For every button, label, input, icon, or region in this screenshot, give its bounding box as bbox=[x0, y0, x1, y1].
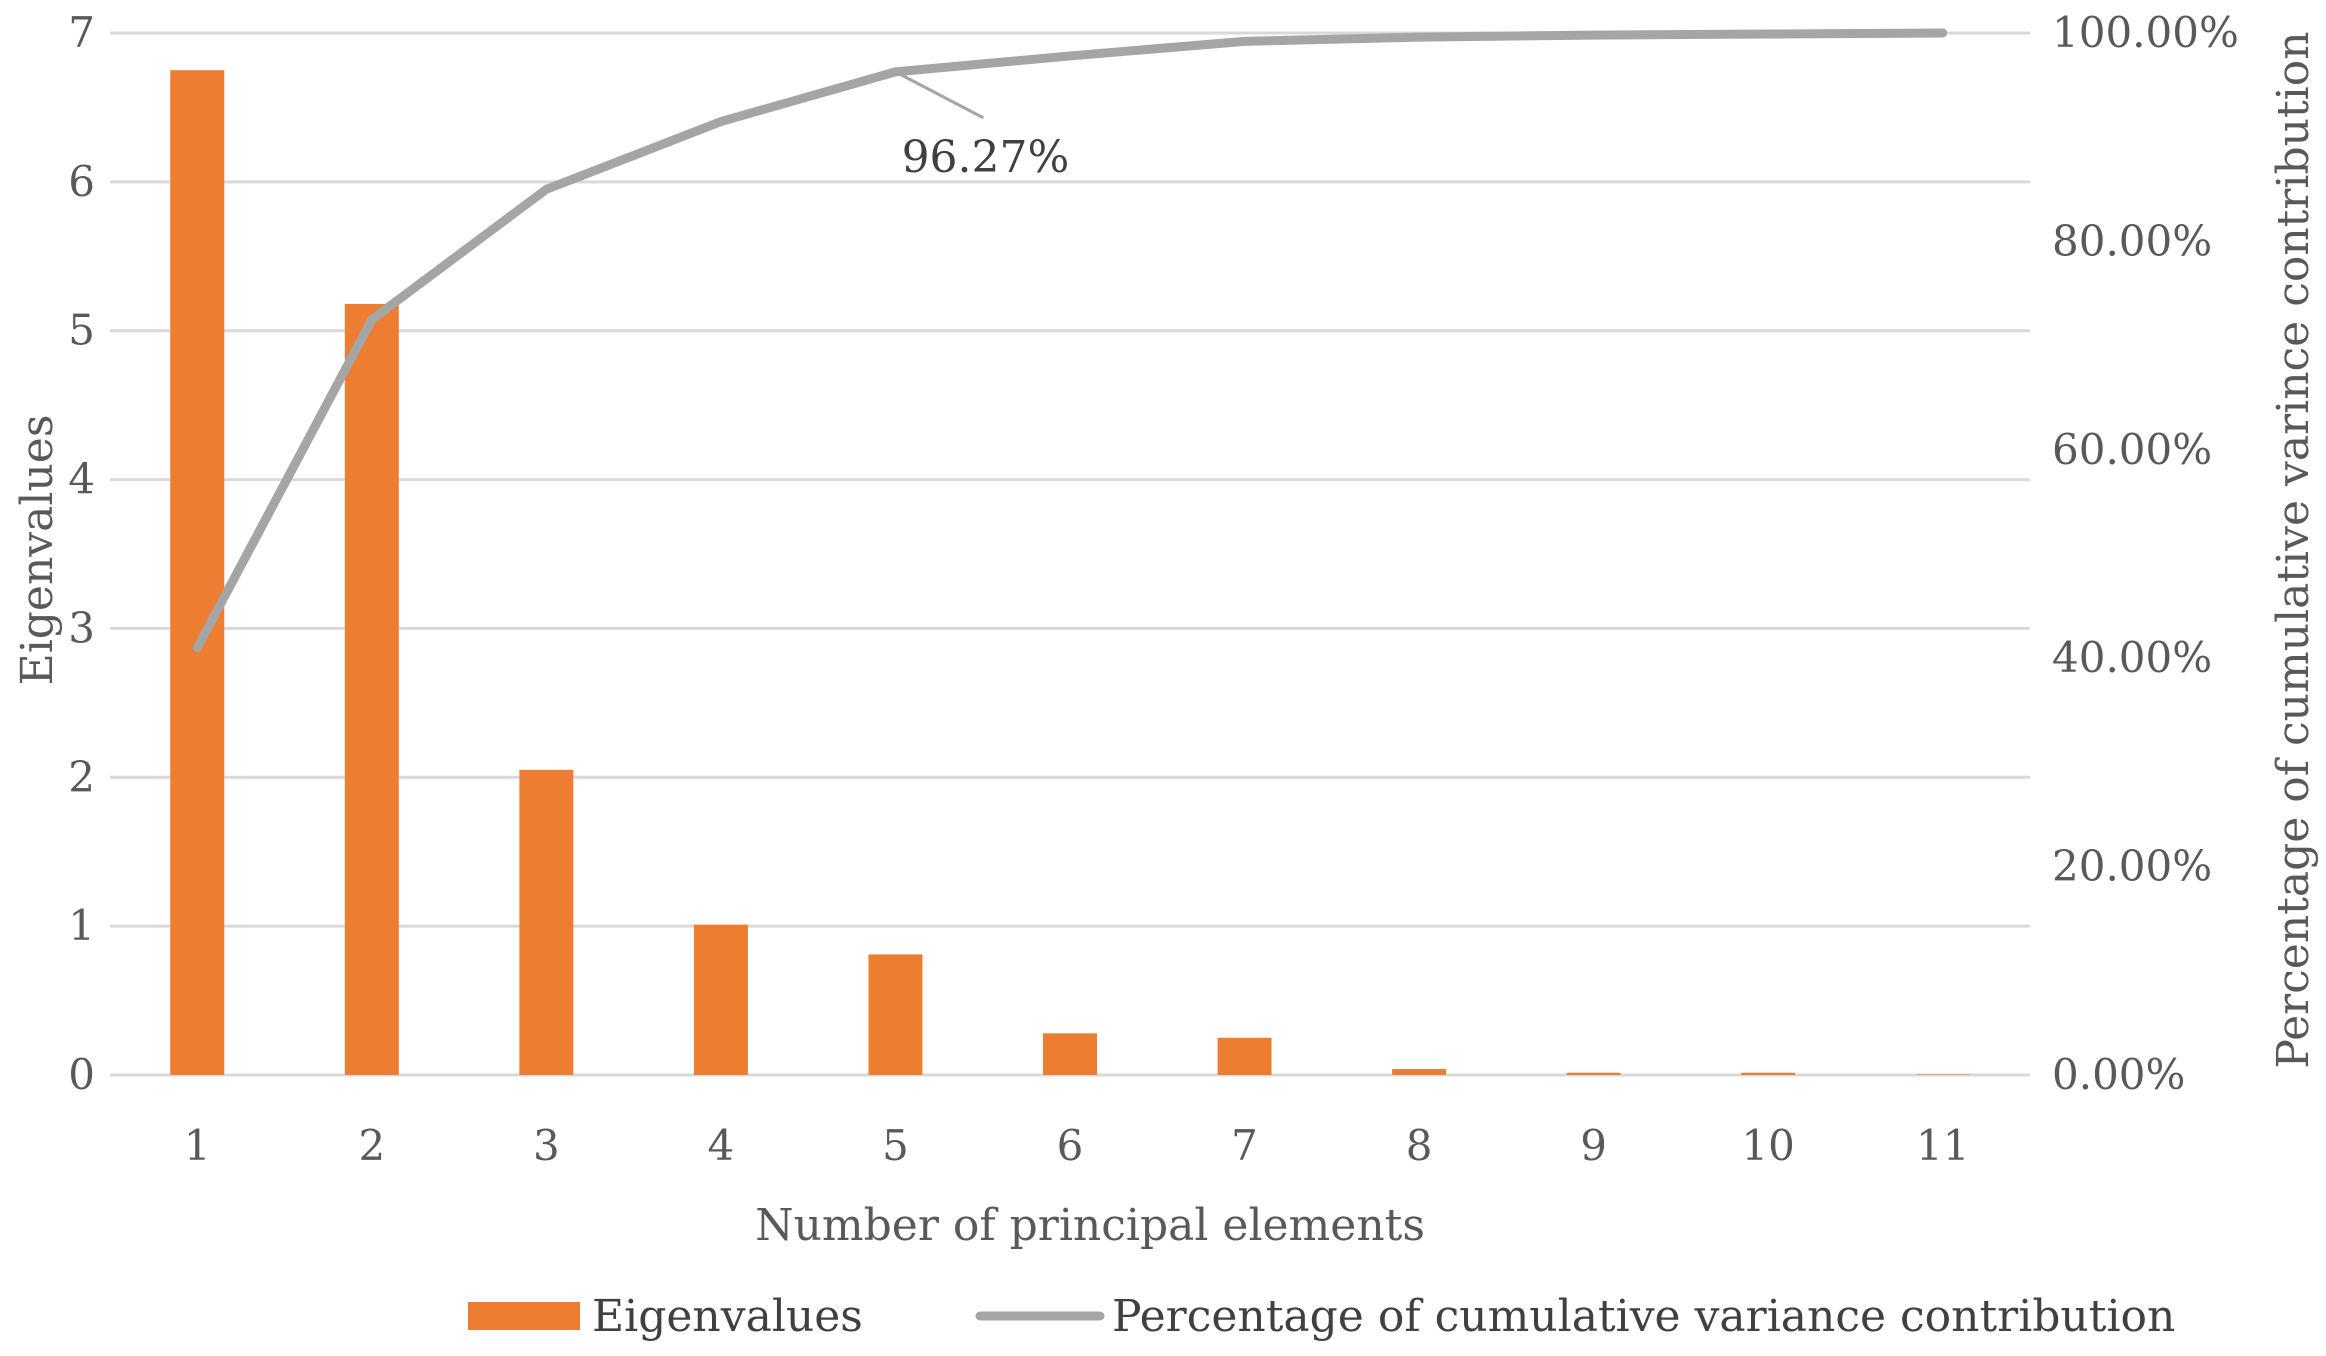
cumulative-variance-line bbox=[192, 28, 1948, 653]
line-point bbox=[1767, 33, 1770, 36]
bar-eigenvalue bbox=[170, 70, 225, 1075]
y2-axis-title: Percentage of cumulative varince contrib… bbox=[2268, 31, 2319, 1068]
bar-eigenvalue bbox=[1741, 1072, 1796, 1075]
line-point bbox=[196, 646, 199, 649]
line-point bbox=[545, 188, 548, 191]
cumulative-variance-line-group bbox=[192, 28, 1948, 653]
legend-label-eigenvalues: Eigenvalues bbox=[592, 1291, 863, 1342]
line-point bbox=[1592, 34, 1595, 37]
bar-eigenvalue bbox=[868, 954, 923, 1075]
legend: Eigenvalues Percentage of cumulative var… bbox=[468, 1291, 2175, 1342]
left-axis-ticks: 0 1 2 3 4 5 6 7 bbox=[68, 8, 95, 1099]
y-tick-label: 5 bbox=[68, 306, 95, 355]
x-tick-label: 2 bbox=[358, 1121, 385, 1170]
annotation-leader-line bbox=[894, 70, 985, 120]
annotation-group: 96.27% bbox=[894, 70, 1070, 183]
right-axis-ticks: 0.00% 20.00% 40.00% 60.00% 80.00% 100.00% bbox=[2052, 8, 2239, 1099]
bar-eigenvalue bbox=[1043, 1033, 1097, 1075]
y-axis-title: Eigenvalues bbox=[12, 415, 63, 686]
x-tick-label: 1 bbox=[184, 1121, 211, 1170]
y2-tick-label: 60.00% bbox=[2052, 425, 2212, 474]
line-point bbox=[1069, 54, 1071, 57]
line-point bbox=[719, 120, 722, 123]
y2-tick-label: 40.00% bbox=[2052, 633, 2212, 682]
bar-eigenvalue bbox=[1217, 1037, 1272, 1075]
line-point bbox=[1941, 32, 1944, 34]
line-point bbox=[370, 318, 373, 321]
line-point bbox=[1243, 40, 1246, 43]
y-tick-label: 0 bbox=[68, 1050, 95, 1099]
x-tick-label: 4 bbox=[708, 1121, 735, 1170]
x-axis-ticks: 1 2 3 4 5 6 7 8 9 10 11 bbox=[184, 1121, 1970, 1170]
eigenvalue-bars bbox=[170, 70, 1970, 1075]
y-tick-label: 7 bbox=[68, 8, 95, 57]
legend-swatch-eigenvalues bbox=[468, 1302, 580, 1330]
line-point bbox=[1418, 36, 1421, 39]
y-tick-label: 4 bbox=[68, 455, 95, 504]
y2-tick-label: 20.00% bbox=[2052, 842, 2212, 891]
y-tick-label: 1 bbox=[68, 901, 95, 950]
y-tick-label: 6 bbox=[68, 157, 95, 206]
y-tick-label: 3 bbox=[68, 603, 95, 652]
x-tick-label: 8 bbox=[1406, 1121, 1433, 1170]
y2-tick-label: 0.00% bbox=[2052, 1050, 2185, 1099]
x-tick-label: 6 bbox=[1057, 1121, 1084, 1170]
x-axis-title: Number of principal elements bbox=[755, 1200, 1425, 1251]
x-tick-label: 5 bbox=[882, 1121, 909, 1170]
x-tick-label: 7 bbox=[1231, 1121, 1258, 1170]
y2-tick-label: 80.00% bbox=[2052, 216, 2212, 265]
y-tick-label: 2 bbox=[68, 752, 95, 801]
bar-eigenvalue bbox=[1915, 1074, 1970, 1075]
bar-eigenvalue bbox=[519, 769, 574, 1075]
legend-label-cumulative-variance: Percentage of cumulative variance contri… bbox=[1112, 1291, 2175, 1342]
x-tick-label: 3 bbox=[533, 1121, 560, 1170]
bar-eigenvalue bbox=[1392, 1069, 1447, 1075]
annotation-label: 96.27% bbox=[902, 132, 1070, 183]
bar-eigenvalue bbox=[1566, 1072, 1621, 1075]
x-tick-label: 10 bbox=[1741, 1121, 1794, 1170]
gridlines bbox=[110, 31, 2030, 1077]
bar-eigenvalue bbox=[344, 303, 399, 1075]
x-tick-label: 9 bbox=[1580, 1121, 1607, 1170]
y2-tick-label: 100.00% bbox=[2052, 8, 2239, 57]
bar-eigenvalue bbox=[693, 924, 748, 1075]
x-tick-label: 11 bbox=[1916, 1121, 1969, 1170]
